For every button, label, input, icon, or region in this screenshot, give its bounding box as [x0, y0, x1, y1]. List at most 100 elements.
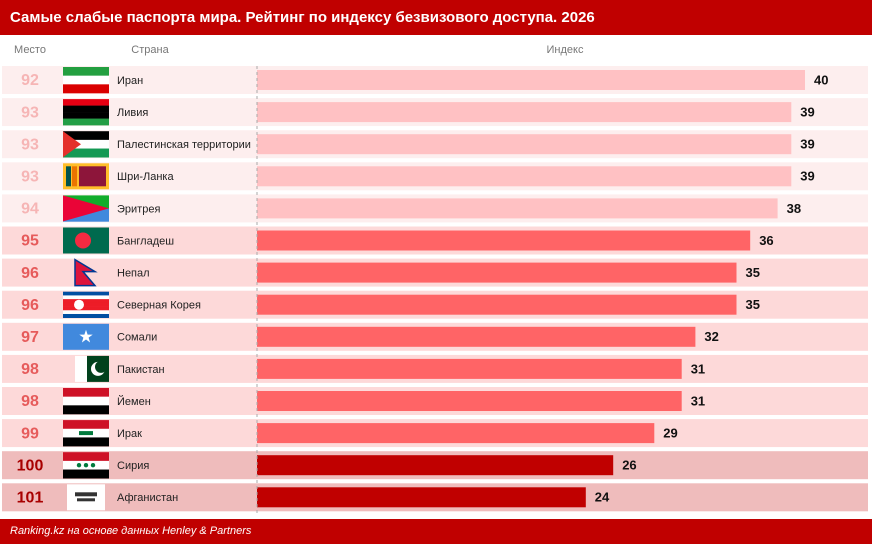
flag-part	[75, 355, 87, 382]
category-label: Ирак	[117, 428, 142, 440]
category-label: Северная Корея	[117, 300, 201, 312]
flag-part	[63, 105, 109, 113]
flag-part	[67, 484, 105, 511]
bar	[257, 198, 778, 219]
flag-part	[63, 75, 109, 85]
flag-part	[79, 329, 93, 343]
flag	[63, 195, 109, 222]
flag	[75, 355, 109, 382]
flag-part	[63, 420, 109, 430]
flag	[63, 323, 109, 350]
flag-part	[66, 166, 71, 187]
flag-part	[63, 112, 109, 119]
bar	[257, 166, 792, 187]
rank: 95	[21, 233, 39, 250]
value-label: 36	[759, 233, 773, 248]
flag	[63, 452, 109, 479]
flag	[63, 388, 109, 415]
bar	[257, 487, 586, 508]
category-label: Иран	[117, 75, 143, 87]
flag-part	[63, 388, 109, 397]
value-label: 39	[800, 105, 814, 120]
flag-part	[74, 299, 84, 310]
value-label: 26	[622, 458, 636, 473]
flag-part	[63, 195, 109, 222]
flag-part	[90, 463, 96, 468]
flag-part	[76, 463, 82, 468]
bar	[257, 70, 805, 90]
category-label: Йемен	[117, 395, 151, 408]
rank: 94	[21, 201, 39, 218]
bar	[257, 294, 737, 315]
value-label: 31	[691, 393, 705, 408]
flag-part	[75, 232, 91, 249]
rank: 93	[21, 169, 39, 186]
category-label: Ливия	[117, 107, 148, 119]
flag-part	[63, 302, 109, 307]
category-label: Шри-Ланка	[117, 171, 174, 183]
flag-part	[74, 258, 98, 287]
flag-part	[63, 469, 109, 479]
flag-part	[63, 396, 109, 406]
column-header: Место	[14, 44, 46, 56]
value-label: 35	[746, 265, 760, 280]
value-label: 24	[595, 490, 610, 505]
bar	[257, 358, 682, 379]
category-label: Бангладеш	[117, 235, 174, 247]
rank: 93	[21, 104, 39, 121]
bar	[257, 230, 751, 251]
bar	[257, 262, 737, 283]
flag-part	[79, 166, 106, 187]
column-header: Страна	[131, 44, 169, 56]
flag-part	[63, 84, 109, 94]
value-label: 39	[800, 169, 814, 184]
flag-part	[63, 295, 109, 300]
flag-part	[63, 139, 109, 149]
flag-part	[63, 437, 109, 447]
flag-part	[63, 148, 109, 158]
title-bar	[0, 0, 872, 35]
flag-part	[63, 291, 109, 296]
chart-title: Самые слабые паспорта мира. Рейтинг по и…	[10, 9, 595, 26]
bar	[257, 326, 696, 347]
value-label: 39	[800, 137, 814, 152]
value-label: 40	[814, 72, 828, 87]
rank: 96	[21, 265, 39, 282]
rank: 97	[21, 329, 39, 346]
value-label: 32	[704, 329, 718, 344]
flag	[63, 420, 109, 447]
rank: 100	[17, 457, 44, 474]
value-label: 29	[663, 426, 677, 441]
flag-part	[75, 492, 97, 497]
flag	[63, 291, 109, 318]
rows: 92 Иран 40 93 Ливия 39 93 Палестинская территор…	[2, 66, 868, 512]
flag-part	[95, 360, 107, 373]
rank: 98	[21, 361, 39, 378]
category-label: Афганистан	[117, 492, 178, 504]
flag-part	[63, 310, 109, 315]
flag-part	[63, 306, 109, 311]
rank: 99	[21, 425, 39, 442]
category-label: Сомали	[117, 332, 157, 344]
bar	[257, 102, 792, 123]
rank: 101	[17, 490, 44, 507]
bar	[257, 423, 655, 444]
flag-part	[63, 131, 109, 141]
rank: 98	[21, 393, 39, 410]
rank: 93	[21, 136, 39, 153]
value-label: 38	[787, 201, 801, 216]
category-label: Непал	[117, 268, 150, 280]
footer-bar	[0, 519, 872, 544]
category-label: Сирия	[117, 460, 149, 472]
flag-part	[77, 498, 95, 502]
flag-part	[83, 463, 89, 468]
bar	[257, 391, 682, 411]
bar	[257, 455, 614, 476]
flag	[63, 99, 109, 126]
flag-part	[79, 431, 93, 436]
source: Ranking.kz на основе данных Henley & Par…	[10, 525, 252, 537]
category-label: Палестинская территории	[117, 139, 251, 151]
category-label: Пакистан	[117, 364, 165, 376]
flag	[63, 227, 109, 254]
